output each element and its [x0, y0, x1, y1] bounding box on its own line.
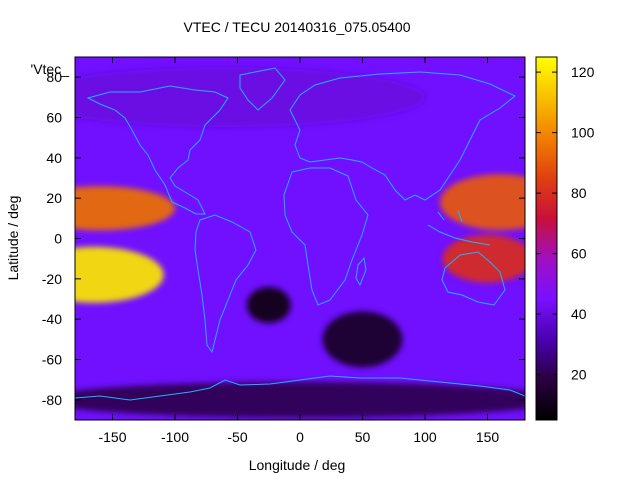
- vtec-region-2: [75, 186, 175, 231]
- x-tick-label: -100: [161, 429, 189, 445]
- y-tick-label: -60: [42, 352, 62, 368]
- y-tick-label: -20: [42, 271, 62, 287]
- y-tick-label: 0: [54, 231, 62, 247]
- coastline-indonesia: [427, 209, 491, 246]
- y-tick-label: -80: [42, 392, 62, 408]
- coastline-europe-asia: [289, 71, 516, 201]
- x-tick-label: 150: [476, 429, 500, 445]
- colorbar: [535, 56, 558, 421]
- vtec-region-8: [75, 67, 425, 128]
- vtec-region-6: [322, 311, 403, 368]
- colorbar-tick-label: 100: [571, 125, 595, 141]
- y-tick-label: 60: [46, 110, 62, 126]
- chart-title: VTEC / TECU 20140316_075.05400: [183, 19, 410, 35]
- y-tick-label: 20: [46, 190, 62, 206]
- colorbar-tick-label: 120: [571, 64, 595, 80]
- coastline-antarctica: [75, 375, 525, 401]
- x-tick-label: -150: [98, 429, 126, 445]
- coastline-africa: [283, 167, 369, 306]
- y-axis-label: Latitude / deg: [5, 196, 21, 281]
- y-tick-label: 40: [46, 150, 62, 166]
- vtec-region-3: [440, 174, 525, 231]
- colorbar-tick-label: 60: [571, 246, 587, 262]
- colorbar-axis: 20 40 60 80 100 120: [536, 64, 595, 383]
- vtec-region-7: [75, 381, 525, 418]
- x-axis: -150 -100 -50 0 50 100 150: [98, 57, 499, 445]
- colorbar-tick-label: 80: [571, 185, 587, 201]
- coastline-australia: [441, 251, 506, 306]
- heatmap-field: [75, 67, 525, 418]
- vtec-region-1: [75, 246, 164, 303]
- legend-key: 'Vtec_: [31, 61, 70, 77]
- x-tick-label: 50: [355, 429, 371, 445]
- x-axis-label: Longitude / deg: [249, 457, 346, 473]
- vtec-region-5: [246, 287, 291, 324]
- y-tick-label: 80: [46, 69, 62, 85]
- x-tick-label: 0: [296, 429, 304, 445]
- coastline-north-america: [86, 85, 229, 215]
- y-tick-label: -40: [42, 311, 62, 327]
- coastline-south-america: [194, 214, 257, 354]
- x-tick-label: -50: [227, 429, 247, 445]
- colorbar-tick-label: 40: [571, 306, 587, 322]
- x-tick-label: 100: [413, 429, 437, 445]
- colorbar-tick-label: 20: [571, 367, 587, 383]
- y-axis: -80 -60 -40 -20 0 20 40 60 80: [42, 69, 525, 408]
- coastlines: [75, 67, 525, 401]
- plot-area: [75, 57, 525, 420]
- coastline-madagascar: [355, 256, 367, 287]
- coastline-greenland: [239, 67, 286, 111]
- vtec-region-4: [442, 234, 525, 283]
